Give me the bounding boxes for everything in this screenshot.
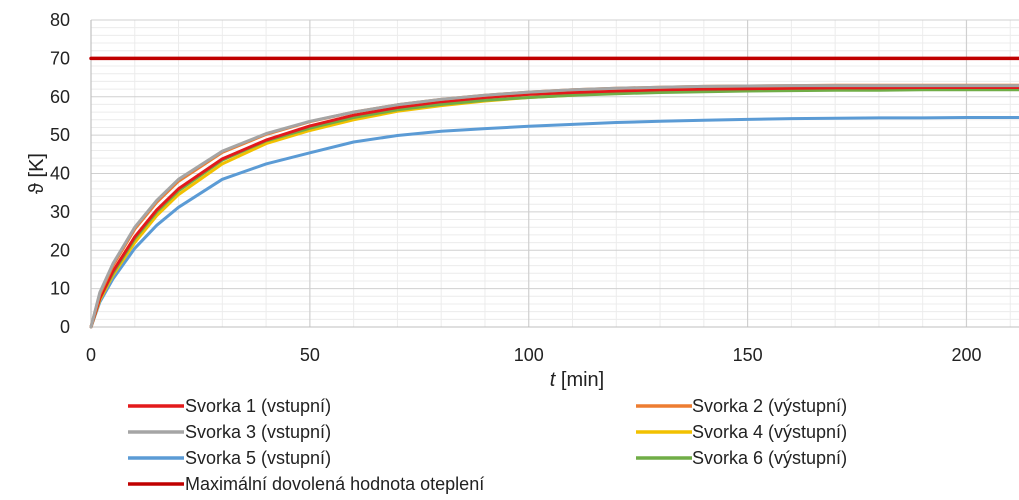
legend-label: Svorka 5 (vstupní) [185,448,331,468]
y-tick-label: 60 [50,87,70,107]
legend-item-4: Svorka 4 (výstupní) [636,422,847,442]
series-line-2 [89,83,1019,329]
series-line-5 [89,116,1019,329]
x-tick-label: 200 [951,345,981,365]
x-tick-label: 0 [86,345,96,365]
y-tick-label: 80 [50,10,70,30]
legend: Svorka 1 (vstupní) Svorka 2 (výstupní) Svo… [128,396,847,494]
x-axis-variable: t [550,369,557,391]
y-tick-label: 20 [50,240,70,260]
legend-label: Maximální dovolená hodnota oteplení [185,474,484,494]
legend-item-3: Svorka 3 (vstupní) [128,422,331,442]
legend-label: Svorka 6 (výstupní) [692,448,847,468]
x-tick-label: 150 [733,345,763,365]
series-layer [89,56,1019,329]
y-tick-label: 10 [50,279,70,299]
legend-item-1: Svorka 1 (vstupní) [128,396,331,416]
x-tick-labels: 0 50 100 150 200 [86,345,982,365]
legend-label: Svorka 3 (vstupní) [185,422,331,442]
legend-item-5: Svorka 5 (vstupní) [128,448,331,468]
legend-label: Svorka 4 (výstupní) [692,422,847,442]
legend-item-2: Svorka 2 (výstupní) [636,396,847,416]
series-line-1 [89,86,1019,329]
legend-label: Svorka 2 (výstupní) [692,396,847,416]
y-tick-label: 30 [50,202,70,222]
legend-label: Svorka 1 (vstupní) [185,396,331,416]
x-axis-title: t [min] [550,369,604,391]
x-tick-label: 100 [514,345,544,365]
minor-grid [91,20,1019,327]
x-tick-label: 50 [300,345,320,365]
y-tick-labels: 0 10 20 30 40 50 60 70 80 [50,10,70,337]
legend-item-6: Svorka 6 (výstupní) [636,448,847,468]
y-tick-label: 40 [50,164,70,184]
y-tick-label: 70 [50,48,70,68]
series-line-3 [89,84,1019,329]
y-tick-label: 0 [60,317,70,337]
x-axis-unit: [min] [555,369,604,391]
y-axis-title: ϑ [K] [26,153,48,194]
axes [90,20,1019,328]
legend-item-7: Maximální dovolená hodnota oteplení [128,474,484,494]
y-tick-label: 50 [50,125,70,145]
